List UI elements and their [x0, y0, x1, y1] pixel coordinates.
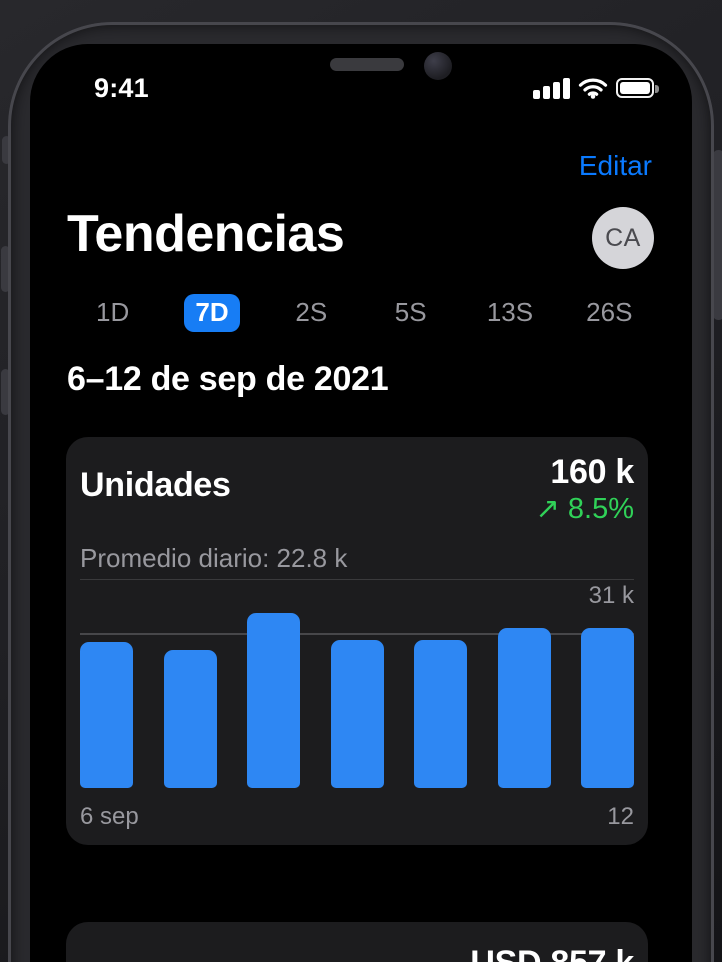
period-segmented-control: 1D 7D 2S 5S 13S 26S	[63, 293, 659, 332]
segment-2s[interactable]: 2S	[295, 297, 328, 327]
ringer-switch	[2, 136, 11, 164]
units-change: ↗ 8.5%	[536, 493, 634, 526]
cellular-signal-icon	[533, 77, 570, 99]
segment-1d[interactable]: 1D	[96, 297, 130, 327]
trend-up-arrow-icon: ↗	[535, 493, 560, 525]
chart-bar[interactable]	[497, 628, 551, 788]
units-change-value: 8.5%	[567, 493, 634, 525]
power-button	[713, 150, 722, 320]
chart-top-gridline	[80, 579, 634, 580]
x-axis-last-label: 12	[607, 803, 634, 830]
chart-bar[interactable]	[80, 641, 133, 788]
x-axis-labels: 6 sep 12	[80, 803, 634, 831]
segment-13s[interactable]: 13S	[486, 297, 534, 327]
volume-up-button	[1, 246, 10, 292]
segment-7d[interactable]: 7D	[162, 293, 261, 332]
status-time: 9:41	[94, 72, 149, 103]
page-title: Tendencias	[67, 205, 345, 263]
avatar[interactable]: CA	[592, 207, 654, 269]
segment-5s[interactable]: 5S	[394, 297, 427, 327]
chart-bar[interactable]	[163, 650, 217, 788]
daily-average-label: Promedio diario: 22.8 k	[80, 543, 348, 573]
front-camera	[424, 52, 452, 80]
wifi-icon	[578, 78, 608, 99]
units-card-header: Unidades 160 k ↗ 8.5%	[66, 437, 648, 526]
revenue-card[interactable]: USD 857 k	[66, 922, 648, 962]
revenue-total: USD 857 k	[66, 922, 648, 962]
speaker-grille	[330, 58, 404, 71]
edit-button[interactable]: Editar	[578, 150, 652, 181]
phone-screen: 9:41 Editar Tendencias CA 1D 7D 2S 5S	[30, 44, 692, 962]
chart-bar[interactable]	[581, 628, 634, 788]
y-axis-max-label: 31 k	[588, 582, 634, 609]
bar-chart-bars	[80, 580, 634, 788]
x-axis-first-label: 6 sep	[80, 803, 139, 830]
units-title: Unidades	[80, 466, 231, 504]
chart-bar[interactable]	[247, 612, 300, 788]
units-bar-chart: 31 k	[80, 580, 634, 788]
date-range-heading: 6–12 de sep de 2021	[67, 360, 389, 398]
chart-bar[interactable]	[414, 640, 467, 788]
chart-bar[interactable]	[330, 639, 384, 788]
battery-icon	[616, 78, 659, 98]
status-bar: 9:41	[30, 72, 692, 103]
segment-26s[interactable]: 26S	[586, 297, 633, 327]
volume-down-button	[1, 369, 10, 415]
units-card[interactable]: Unidades 160 k ↗ 8.5% Promedio diario: 2…	[66, 437, 648, 845]
average-line	[80, 633, 634, 636]
status-icons	[533, 77, 659, 99]
units-total: 160 k	[550, 453, 634, 491]
